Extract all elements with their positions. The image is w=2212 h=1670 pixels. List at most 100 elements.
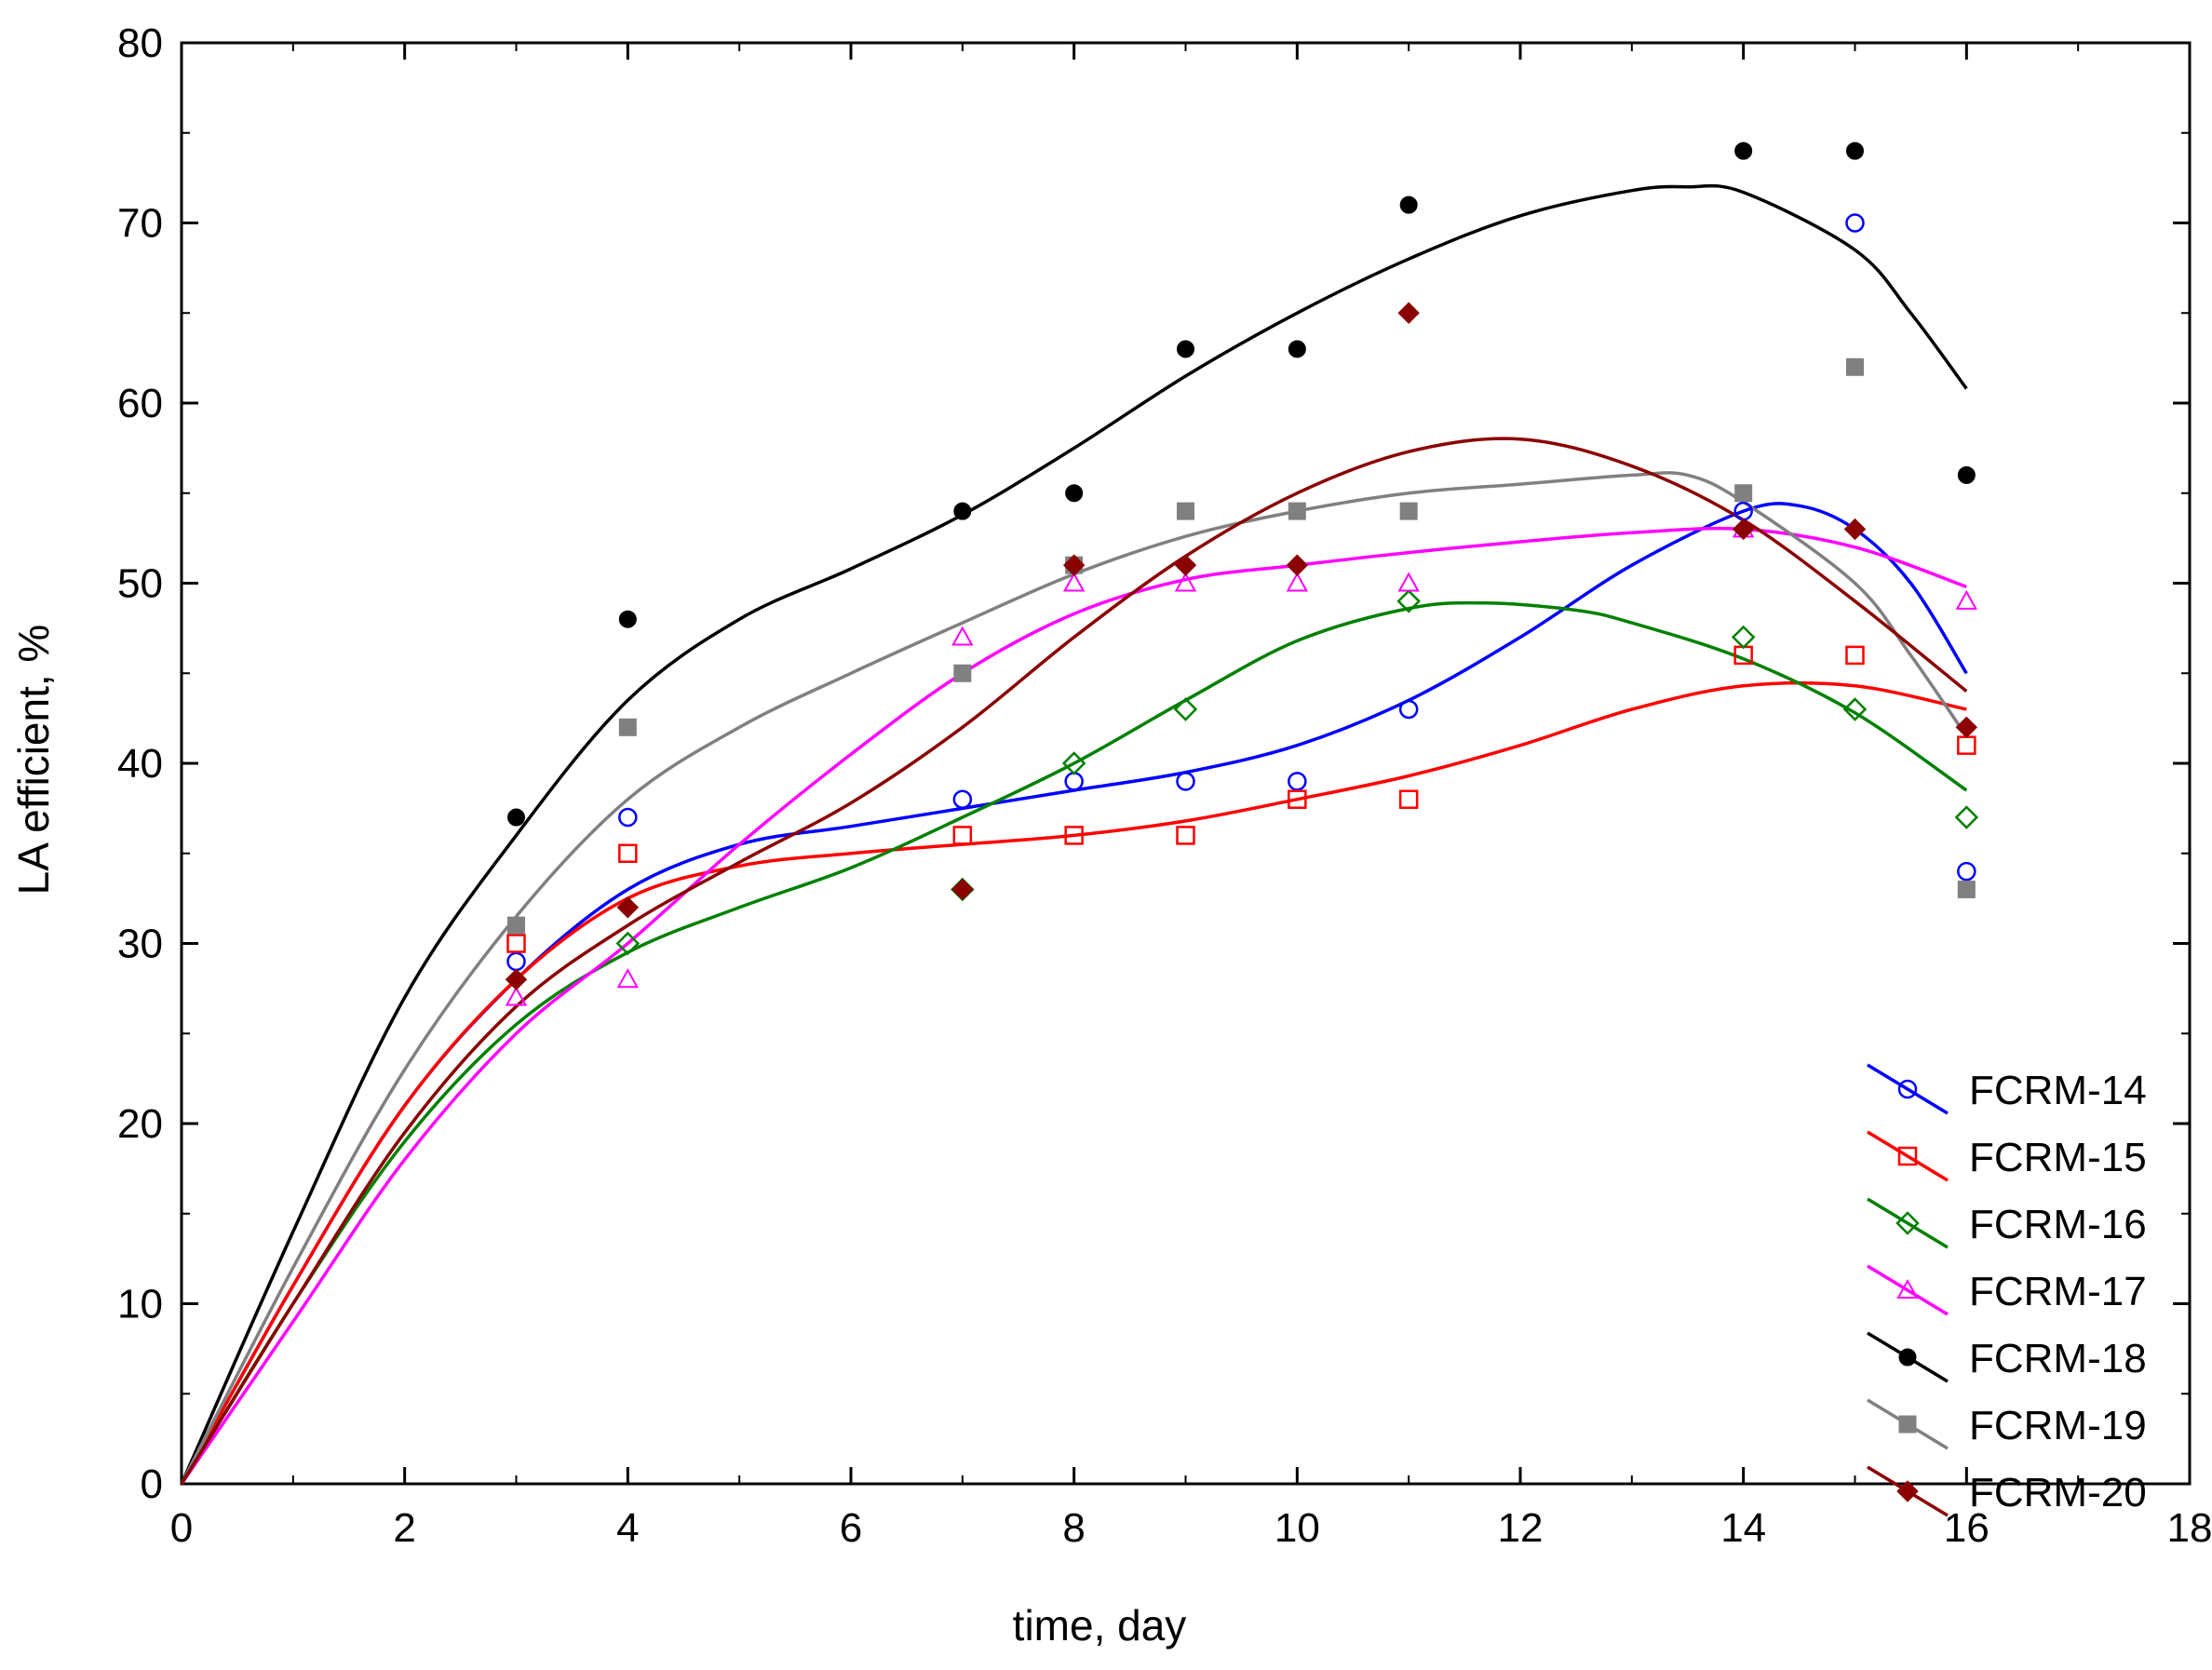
plot-frame-layer <box>180 41 2192 1486</box>
legend: FCRM-14 FCRM-15 FCRM-16 FCRM-17 FCRM-18 FCRM-… <box>1867 1063 2147 1517</box>
series-fcrm-20-curve-group <box>180 437 1968 1485</box>
y-tick-label: 10 <box>117 1282 163 1327</box>
y-tick-label: 30 <box>117 922 163 967</box>
y-tick-label: 0 <box>141 1461 163 1507</box>
y-tick-label: 80 <box>117 20 163 66</box>
data-point <box>1845 213 1865 233</box>
data-point <box>953 502 972 520</box>
data-point <box>1734 141 1753 160</box>
data-point <box>1955 589 1978 610</box>
legend-marker <box>1897 1079 1918 1099</box>
legend-label: FCRM-15 <box>1969 1135 2147 1180</box>
ticks-layer: 0 2 4 6 8 10 12 14 16 18 0 10 20 30 40 50 60 70 80 <box>117 20 2212 1551</box>
data-point <box>1954 805 1979 829</box>
data-point <box>1845 645 1865 666</box>
data-point <box>1176 772 1195 791</box>
series-fcrm-15-points <box>506 645 1976 953</box>
series-fcrm-17-fit-line <box>180 526 1967 1485</box>
data-point <box>1399 502 1418 520</box>
data-point <box>1062 572 1086 592</box>
data-point <box>1731 625 1756 650</box>
series-fcrm-14-points <box>506 213 1976 972</box>
data-point <box>1957 735 1976 755</box>
legend-marker <box>1896 1480 1919 1502</box>
data-point <box>615 931 641 956</box>
legend-line <box>1867 1130 1949 1182</box>
legend-label: FCRM-20 <box>1969 1470 2147 1515</box>
data-point <box>505 986 528 1006</box>
x-tick-label: 16 <box>1944 1505 1989 1551</box>
data-point <box>1064 772 1084 791</box>
series-fcrm-19-fit-line <box>180 471 1968 1485</box>
legend-label: FCRM-19 <box>1969 1403 2147 1448</box>
legend-marker <box>1897 1146 1918 1166</box>
data-point <box>1846 357 1864 376</box>
x-tick-label: 2 <box>393 1505 415 1551</box>
series-fcrm-14-fit-line <box>180 502 1968 1485</box>
x-tick-label: 18 <box>2167 1505 2212 1551</box>
data-point <box>505 968 528 990</box>
data-point <box>616 896 640 919</box>
legend-label: FCRM-17 <box>1969 1269 2147 1314</box>
series-fcrm-20-fit-line <box>180 437 1968 1485</box>
data-point <box>1288 772 1307 791</box>
data-point <box>1062 554 1086 576</box>
x-tick-label: 6 <box>840 1505 862 1551</box>
x-tick-label: 10 <box>1275 1505 1320 1551</box>
data-point <box>1288 789 1307 809</box>
data-point <box>1957 861 1976 882</box>
data-point <box>1398 699 1419 720</box>
data-point <box>1065 484 1084 503</box>
data-point <box>1288 502 1306 520</box>
legend-entry-fcrm-20: FCRM-20 <box>1867 1465 2147 1517</box>
legend-entry-fcrm-16: FCRM-16 <box>1867 1197 2147 1249</box>
data-point <box>1957 880 1976 898</box>
data-point <box>1176 826 1195 845</box>
series-fcrm-17-curve-group <box>180 526 1967 1485</box>
y-tick-label: 20 <box>117 1101 163 1147</box>
legend-line <box>1867 1197 1949 1249</box>
series-fcrm-18-curve-group <box>180 183 1968 1485</box>
legend-marker <box>1896 1278 1919 1299</box>
data-point <box>1397 572 1420 592</box>
legend-marker <box>1898 1415 1917 1434</box>
legend-marker <box>1898 1348 1917 1367</box>
curves-layer <box>180 183 1968 1485</box>
legend-label: FCRM-18 <box>1969 1336 2147 1381</box>
x-tick-label: 0 <box>170 1505 193 1551</box>
data-point <box>507 808 525 827</box>
data-point <box>1061 751 1086 775</box>
plot-frame <box>180 41 2192 1486</box>
data-point <box>1288 340 1306 358</box>
data-point <box>1286 554 1309 576</box>
legend-line <box>1867 1264 1949 1316</box>
legend-label: FCRM-16 <box>1969 1202 2147 1247</box>
data-point <box>1732 518 1755 541</box>
legend-line <box>1867 1063 1949 1115</box>
legend-marker <box>1895 1211 1920 1235</box>
data-point <box>953 664 972 682</box>
data-point <box>1174 554 1197 576</box>
series-fcrm-15-curve-group <box>180 680 1967 1485</box>
data-point <box>506 934 526 953</box>
markers-layer <box>505 141 1979 1006</box>
data-point <box>1846 141 1864 160</box>
data-point <box>618 718 637 736</box>
y-tick-label: 60 <box>117 381 163 426</box>
data-point <box>1396 589 1421 613</box>
legend-label: FCRM-14 <box>1969 1068 2147 1113</box>
y-tick-label: 70 <box>117 201 163 247</box>
data-point <box>506 951 526 972</box>
data-point <box>951 626 974 646</box>
series-fcrm-14-curve-group <box>180 502 1968 1485</box>
legend-entry-fcrm-18: FCRM-18 <box>1867 1331 2147 1383</box>
series-fcrm-19-curve-group <box>180 471 1968 1485</box>
series-fcrm-18-fit-line <box>180 183 1968 1485</box>
data-point <box>1842 697 1868 721</box>
x-tick-label: 12 <box>1498 1505 1544 1551</box>
data-point <box>1177 340 1194 358</box>
data-point <box>1399 195 1418 214</box>
data-point <box>952 789 973 809</box>
series-fcrm-17-points <box>505 518 1978 1006</box>
